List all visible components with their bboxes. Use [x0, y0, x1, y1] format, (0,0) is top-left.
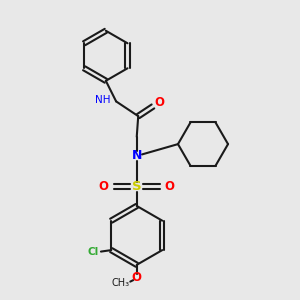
Text: O: O — [165, 180, 175, 193]
Text: S: S — [132, 180, 142, 193]
Text: O: O — [99, 180, 109, 193]
Text: O: O — [155, 95, 165, 109]
Text: N: N — [132, 149, 142, 162]
Text: Cl: Cl — [88, 247, 99, 256]
Text: CH₃: CH₃ — [112, 278, 130, 288]
Text: NH: NH — [95, 95, 111, 105]
Text: O: O — [132, 271, 142, 284]
